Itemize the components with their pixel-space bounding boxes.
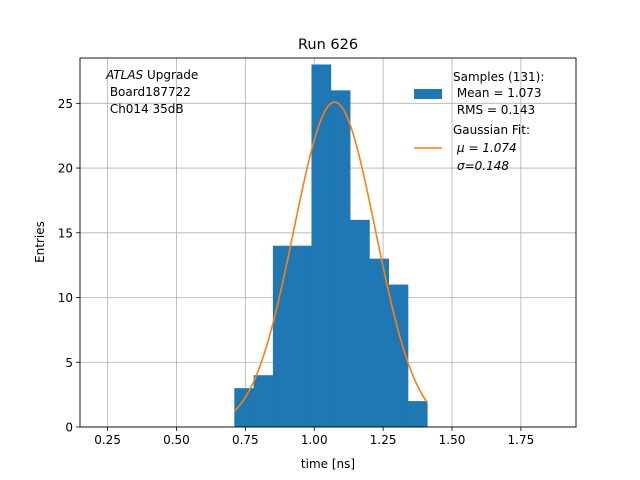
channel-label: Ch014 35dB: [106, 102, 184, 116]
x-tick-label: 1.00: [301, 433, 328, 447]
histogram-bar: [369, 258, 390, 427]
chart-title: Run 626: [298, 37, 358, 53]
histogram-bar: [253, 375, 274, 427]
legend-fit-mu: μ = 1.074: [456, 141, 517, 155]
plot-frame: [79, 57, 577, 428]
x-axis-label: time [ns]: [301, 457, 355, 471]
atlas-annotation-line-1: ATLAS Upgrade: [105, 68, 198, 82]
gaussian-fit-curve: [233, 101, 428, 412]
histogram-bars: [234, 64, 428, 428]
y-tick-label: 25: [58, 97, 73, 111]
upgrade-label: Upgrade: [143, 68, 198, 82]
legend-fit-name: Gaussian Fit:: [453, 123, 530, 137]
x-tick-label: 1.25: [370, 433, 397, 447]
legend-histogram-swatch: [414, 89, 442, 99]
atlas-label: ATLAS: [105, 68, 144, 82]
histogram-bar: [292, 245, 312, 427]
histogram-bar: [272, 245, 293, 427]
histogram-bar: [311, 64, 332, 427]
y-tick-label: 5: [65, 356, 73, 370]
histogram-bar: [350, 219, 370, 427]
x-tick-label: 0.50: [163, 433, 190, 447]
x-tick-label: 0.75: [232, 433, 259, 447]
histogram-bar: [407, 401, 428, 427]
x-axis-ticks: 0.25 0.50 0.75 1.00 1.25 1.50 1.75: [94, 427, 534, 447]
histogram-bar: [388, 284, 409, 427]
board-label: Board187722: [106, 85, 191, 99]
x-tick-label: 1.75: [508, 433, 535, 447]
legend-histogram-mean: Mean = 1.073: [453, 86, 542, 100]
legend-fit-sigma: σ=0.148: [457, 159, 509, 173]
y-axis-ticks: 0 5 10 15 20 25: [58, 97, 80, 435]
legend-histogram-rms: RMS = 0.143: [453, 103, 535, 117]
y-tick-label: 0: [65, 421, 73, 435]
histogram-bar: [330, 90, 351, 428]
y-tick-label: 20: [58, 162, 73, 176]
atlas-annotation: ATLAS Upgrade Board187722 Ch014 35dB: [105, 68, 198, 116]
gaussian-fit: [233, 101, 428, 412]
legend: Samples (131): Mean = 1.073 RMS = 0.143 …: [414, 70, 544, 173]
x-tick-label: 1.50: [439, 433, 466, 447]
legend-histogram-name: Samples (131):: [453, 70, 544, 84]
y-tick-label: 15: [58, 226, 73, 240]
x-tick-label: 0.25: [94, 433, 121, 447]
y-tick-label: 10: [58, 291, 73, 305]
y-axis-label: Entries: [33, 221, 47, 263]
histogram-bar: [234, 388, 254, 427]
